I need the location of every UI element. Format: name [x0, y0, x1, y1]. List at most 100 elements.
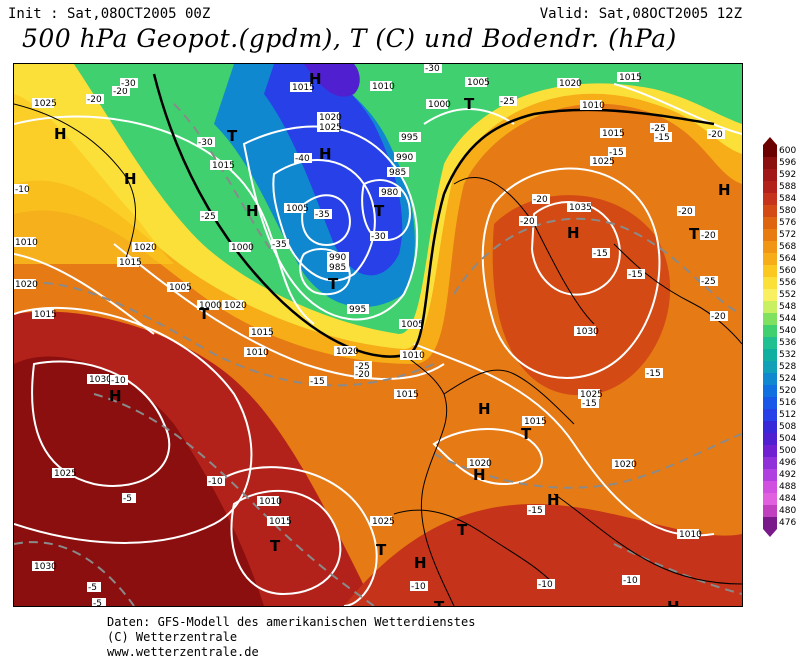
temp-label-16: -20: [532, 194, 550, 205]
legend-label: 496: [779, 458, 797, 468]
svg-text:-15: -15: [628, 270, 643, 280]
temp-label-1: -20: [112, 86, 130, 97]
svg-text:1025: 1025: [34, 99, 57, 109]
svg-text:-20: -20: [87, 95, 102, 105]
legend-label: 484: [779, 494, 797, 504]
legend-label: 588: [779, 182, 797, 192]
svg-text:-25: -25: [201, 212, 216, 222]
svg-text:1025: 1025: [592, 157, 615, 167]
svg-text:1030: 1030: [89, 375, 112, 385]
pressure-label-19: 995: [399, 132, 421, 143]
svg-text:1005: 1005: [286, 204, 309, 214]
low-center: T: [227, 127, 238, 145]
svg-text:1010: 1010: [259, 497, 282, 507]
svg-text:-20: -20: [701, 231, 716, 241]
svg-text:-15: -15: [609, 148, 624, 158]
svg-text:-5: -5: [93, 599, 102, 606]
temp-label-6: -35: [314, 209, 332, 220]
temp-label-26: -5: [122, 493, 136, 504]
svg-text:-25: -25: [500, 97, 515, 107]
pressure-label-group: 1025 1020 1015 1010 1005 1000 995 990 98…: [14, 72, 702, 572]
svg-text:1035: 1035: [569, 203, 592, 213]
legend-label: 512: [779, 410, 797, 420]
legend-swatch: [763, 373, 777, 385]
svg-text:1005: 1005: [467, 78, 490, 88]
low-center: T: [328, 275, 339, 293]
temp-label-15: -20: [519, 216, 537, 227]
legend-swatch: [763, 205, 777, 217]
legend-label: 524: [779, 374, 797, 384]
pressure-label-9: 985: [327, 262, 349, 273]
legend-swatch: [763, 301, 777, 313]
high-center: H: [718, 181, 731, 199]
weather-map: 1025 1020 1015 1010 1005 1000 995 990 98…: [13, 63, 743, 607]
legend-label: 564: [779, 254, 797, 264]
svg-text:1015: 1015: [34, 310, 57, 320]
temp-label-23: -10: [207, 476, 225, 487]
svg-text:-10: -10: [411, 582, 426, 592]
legend-swatch: [763, 421, 777, 433]
legend-top-arrow: [763, 137, 777, 145]
legend-label: 592: [779, 170, 797, 180]
legend-swatch: [763, 169, 777, 181]
temp-label-12: -25: [354, 361, 372, 372]
svg-text:1015: 1015: [292, 83, 315, 93]
pressure-label-34: 1025: [52, 468, 77, 479]
low-center: T: [376, 541, 387, 559]
temp-label-34: -15: [654, 132, 672, 143]
low-center: T: [374, 202, 385, 220]
svg-text:1015: 1015: [119, 258, 142, 268]
temp-label-31: -15: [581, 398, 599, 409]
pressure-label-21: 985: [387, 167, 409, 178]
map-title: 500 hPa Geopot.(gpdm), T (C) und Bodendr…: [22, 24, 677, 53]
legend-swatch: [763, 313, 777, 325]
legend-label: 508: [779, 422, 797, 432]
legend-label: 540: [779, 326, 797, 336]
pressure-label-18: 1000: [229, 242, 254, 253]
svg-text:1020: 1020: [134, 243, 157, 253]
pressure-label-43: 1020: [557, 78, 582, 89]
low-center: T: [457, 521, 468, 539]
legend-label: 576: [779, 218, 797, 228]
pressure-label-40: 1025: [370, 516, 395, 527]
legend-swatch: [763, 433, 777, 445]
temp-label-22: -15: [645, 368, 663, 379]
svg-text:-15: -15: [528, 506, 543, 516]
svg-text:1010: 1010: [15, 238, 38, 248]
pressure-label-35: 1030: [32, 561, 57, 572]
high-center: H: [54, 125, 67, 143]
high-center: H: [478, 400, 491, 418]
svg-text:1025: 1025: [372, 517, 395, 527]
field-darkblue: [264, 64, 403, 276]
temp-label-4: -30: [197, 137, 215, 148]
legend-bar: [763, 137, 777, 537]
svg-text:1020: 1020: [614, 460, 637, 470]
init-time: Init : Sat,08OCT2005 00Z: [8, 6, 211, 22]
field-red-south: [344, 504, 742, 606]
legend-swatch: [763, 277, 777, 289]
legend-label: 532: [779, 350, 797, 360]
temp-label-24: -10: [410, 581, 428, 592]
svg-text:-30: -30: [198, 138, 213, 148]
svg-text:1015: 1015: [269, 517, 292, 527]
legend-swatch: [763, 181, 777, 193]
svg-text:1010: 1010: [246, 348, 269, 358]
temp-label-28: -5: [92, 598, 106, 606]
pressure-label-16: 1010: [370, 81, 395, 92]
pressure-label-30: 1015: [249, 327, 274, 338]
pressure-label-3: 1015: [117, 257, 142, 268]
pressure-label-1: 1025: [32, 98, 57, 109]
pressure-label-25: 1015: [394, 389, 419, 400]
temp-label-5: -40: [294, 153, 312, 164]
temp-label-14: -15: [309, 376, 327, 387]
temp-label-27: -5: [87, 582, 101, 593]
pressure-label-22: 1030: [574, 326, 599, 337]
svg-text:-15: -15: [646, 369, 661, 379]
isobars: [14, 83, 742, 606]
temp-label-33: -10: [110, 375, 128, 386]
pressure-label-48: 1025: [590, 156, 615, 167]
temp-label-11: -25: [650, 123, 668, 134]
legend-bottom-arrow: [763, 529, 777, 537]
legend-label: 584: [779, 194, 797, 204]
pressure-label-26: 1010: [400, 350, 425, 361]
